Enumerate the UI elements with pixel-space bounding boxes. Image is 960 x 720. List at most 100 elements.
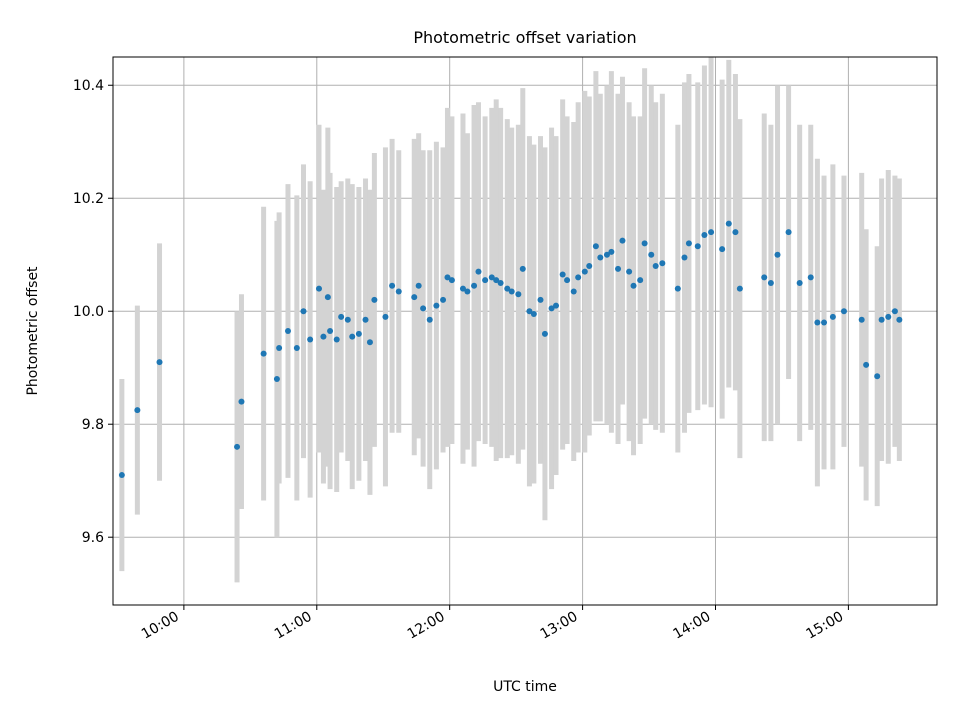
data-point [448,277,455,284]
data-point [433,302,440,309]
y-tick-label: 10.4 [73,78,104,94]
data-point [575,274,582,281]
data-point [541,330,548,337]
data-point [659,260,666,267]
data-point [548,305,555,312]
data-point [508,288,515,295]
data-point [238,398,245,405]
data-point [327,328,334,334]
data-point [349,333,356,340]
data-point [796,279,803,286]
data-point [874,373,881,380]
data-point [592,243,599,250]
data-point [767,279,774,286]
data-point [564,277,571,284]
data-point [260,350,267,357]
data-point [293,344,300,351]
x-tick-label: 15:00 [803,609,846,643]
data-point [530,311,537,318]
data-point [234,443,241,450]
data-point [475,268,482,275]
data-point [708,229,715,236]
data-point [863,361,870,368]
data-point [652,263,659,270]
errorbars [119,57,902,583]
data-point [320,333,327,340]
data-point [586,263,593,270]
chart-title: Photometric offset variation [413,28,636,47]
data-point [471,282,478,289]
data-point [519,265,526,272]
data-point [333,336,340,343]
data-point [570,288,577,295]
x-tick-label: 14:00 [671,609,714,643]
data-point [597,254,604,261]
data-point [630,282,637,289]
data-point [581,268,588,275]
x-tick-label: 12:00 [405,609,448,643]
data-point [701,231,708,238]
data-point [829,313,836,320]
data-point [840,308,847,315]
data-point [896,316,903,323]
data-point [641,240,648,247]
data-point [134,407,141,414]
x-tick-label: 13:00 [538,609,581,643]
data-point [276,344,283,351]
data-point [674,285,681,292]
data-point [637,277,644,284]
data-point [732,229,739,236]
data-point [885,313,892,320]
data-point [774,251,781,258]
data-point [371,296,378,303]
x-axis: 10:00 11:00 12:00 13:00 14:00 15:00 [139,605,849,643]
data-point [324,294,331,301]
data-point [694,243,701,250]
data-point [681,254,688,261]
y-axis: 9.6 9.8 10.0 10.2 10.4 [73,78,113,546]
y-tick-label: 10.2 [73,191,104,207]
data-point [395,288,402,295]
data-point [382,313,389,320]
data-point [355,330,362,337]
data-point [482,277,489,284]
data-point [725,220,732,227]
data-point [273,376,280,383]
data-point [858,316,865,323]
data-point [156,359,163,366]
data-point [891,308,898,315]
data-point [878,316,885,323]
data-point [559,271,566,278]
data-point [504,285,511,292]
data-point [785,229,792,236]
data-point [814,319,821,326]
data-point [807,274,814,281]
data-point [411,294,418,301]
y-axis-label: Photometric offset [25,266,41,396]
data-point [488,274,495,281]
data-point [389,282,396,289]
data-point [685,240,692,247]
data-point [526,308,533,315]
data-point [553,302,560,309]
data-point [464,288,471,295]
y-tick-label: 9.8 [82,417,104,433]
data-point [366,339,373,346]
data-point [300,308,307,315]
data-point [444,274,451,281]
data-point [719,246,726,253]
data-point [537,296,544,303]
data-point [420,305,427,312]
plot-area-frame [112,56,938,606]
data-point [515,291,522,298]
data-point [338,313,345,320]
data-point [736,285,743,292]
y-tick-label: 9.6 [82,530,104,546]
x-tick-label: 10:00 [139,609,182,643]
data-point [426,316,433,323]
data-point [362,316,369,323]
data-point [619,237,626,244]
data-point [821,319,828,326]
x-axis-label: UTC time [493,679,557,695]
